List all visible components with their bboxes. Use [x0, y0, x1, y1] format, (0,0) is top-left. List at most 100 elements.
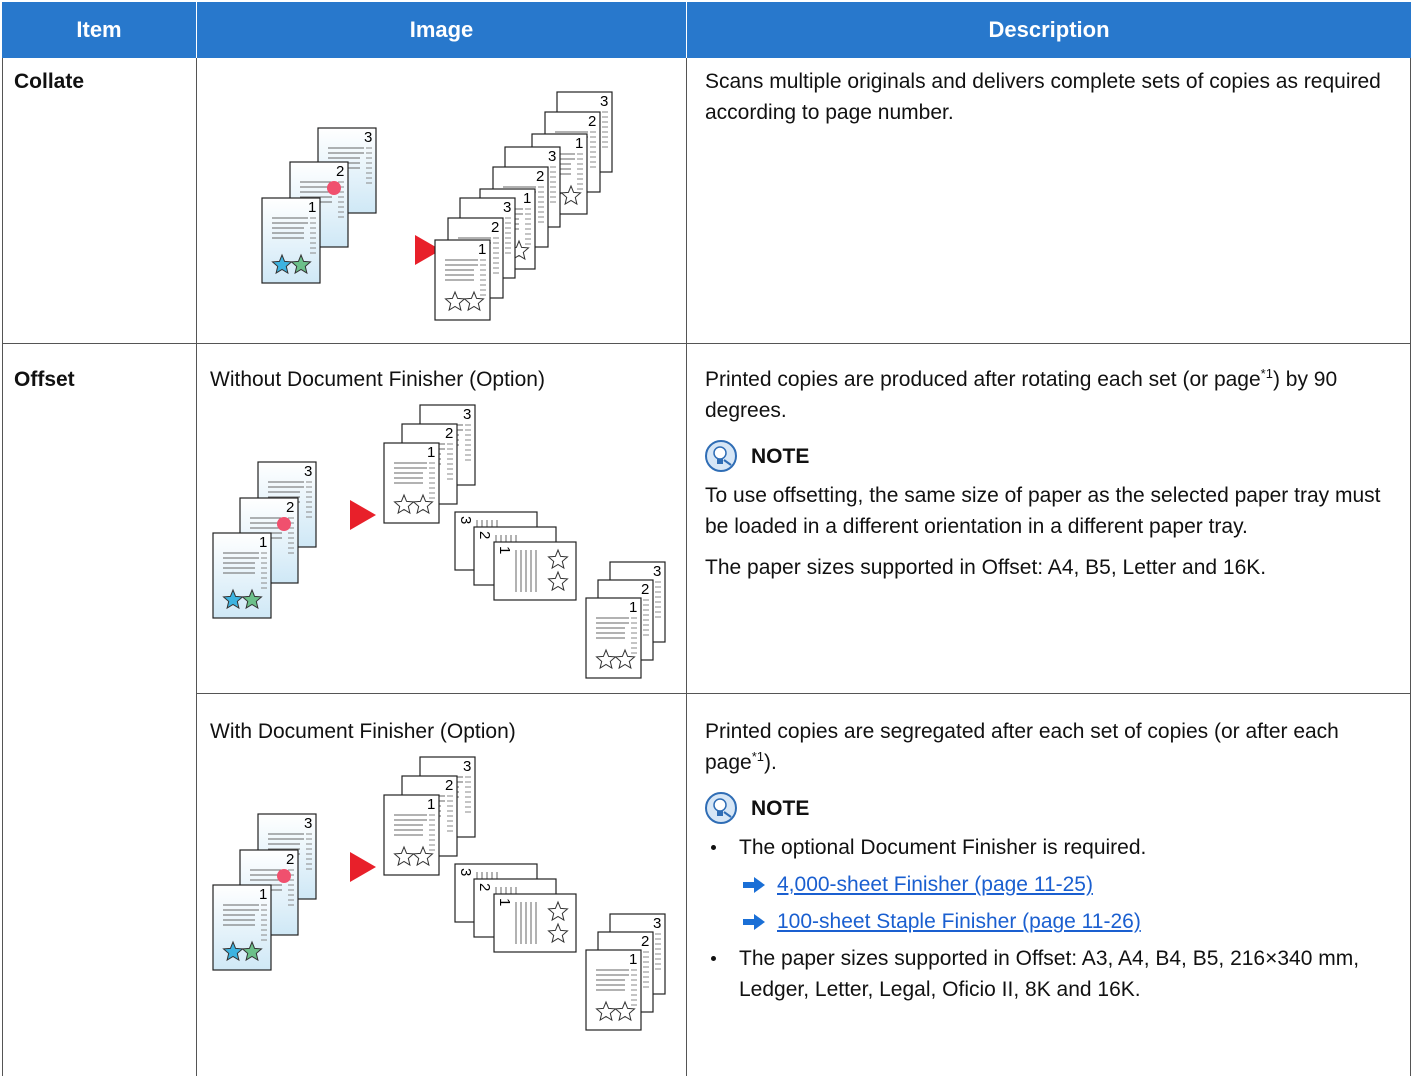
- page-number: 1: [478, 241, 486, 258]
- bullet: [711, 845, 716, 850]
- page-number: 2: [476, 883, 493, 891]
- page-number: 1: [629, 599, 637, 616]
- star: [595, 648, 617, 670]
- arrow: [415, 235, 441, 265]
- border: [2, 343, 1411, 344]
- item-label: Collate: [14, 70, 85, 93]
- bullet-item: The paper sizes supported in Offset: A3,…: [705, 943, 1395, 1005]
- link[interactable]: 100-sheet Staple Finisher (page 11-26): [777, 910, 1141, 933]
- page: [257, 813, 317, 900]
- note-label: NOTE: [751, 796, 810, 820]
- star: [222, 588, 244, 610]
- page: [383, 442, 440, 524]
- star: [614, 1000, 636, 1022]
- star: [547, 570, 569, 592]
- border: [2, 58, 3, 1076]
- page-number: 3: [463, 758, 471, 775]
- link-arrow: [743, 913, 765, 930]
- page: [531, 133, 588, 215]
- page: [261, 197, 321, 284]
- page-number: 2: [641, 581, 649, 598]
- arrow: [350, 500, 376, 530]
- page-number: 1: [259, 886, 267, 903]
- page-number: 2: [336, 163, 344, 180]
- star: [412, 845, 434, 867]
- page: [419, 756, 476, 838]
- star: [444, 290, 466, 312]
- page: [419, 404, 476, 486]
- paragraph: Scans multiple originals and delivers co…: [705, 70, 1381, 124]
- page-number: 2: [536, 168, 544, 185]
- page: [504, 146, 561, 228]
- caption: Without Document Finisher (Option): [210, 368, 545, 391]
- bullet: [711, 956, 716, 961]
- description: Scans multiple originals and delivers co…: [705, 66, 1395, 138]
- star: [241, 588, 263, 610]
- page: [493, 541, 577, 601]
- star: [412, 493, 434, 515]
- text: ).: [764, 751, 777, 774]
- note-icon: [705, 792, 737, 824]
- page-number: 1: [629, 951, 637, 968]
- link[interactable]: 4,000-sheet Finisher (page 11-25): [777, 873, 1093, 896]
- star: [595, 1000, 617, 1022]
- star: [393, 845, 415, 867]
- page-number: 1: [523, 190, 531, 207]
- page: [609, 561, 666, 643]
- page-number: 3: [653, 563, 661, 580]
- header-text: Item: [76, 17, 122, 42]
- star: [290, 253, 312, 275]
- item-label: Offset: [14, 368, 75, 391]
- paragraph: Printed copies are segregated after each…: [705, 716, 1395, 778]
- star: [393, 493, 415, 515]
- description: Printed copies are segregated after each…: [705, 716, 1395, 1011]
- border: [196, 58, 197, 1076]
- star: [271, 253, 293, 275]
- text: Printed copies are produced after rotati…: [705, 368, 1261, 391]
- page-number: 3: [600, 93, 608, 110]
- link-row: 100-sheet Staple Finisher (page 11-26): [743, 906, 1395, 937]
- paragraph: Printed copies are produced after rotati…: [705, 364, 1395, 426]
- page-number: 2: [445, 777, 453, 794]
- page: [609, 913, 666, 995]
- link-row: 4,000-sheet Finisher (page 11-25): [743, 869, 1395, 900]
- header-cell: Image: [197, 2, 686, 58]
- page-number: 3: [548, 148, 556, 165]
- page: [239, 497, 299, 584]
- mark-dot: [327, 181, 341, 195]
- page: [585, 597, 642, 679]
- page-number: 3: [304, 815, 312, 832]
- star: [489, 239, 511, 261]
- page: [401, 423, 458, 505]
- border: [1410, 58, 1411, 1076]
- page: [479, 188, 536, 270]
- text: Printed copies are segregated after each…: [705, 720, 1339, 774]
- page: [597, 931, 654, 1013]
- note-heading: NOTE: [705, 440, 1395, 472]
- page: [459, 197, 516, 279]
- text: The paper sizes supported in Offset: A3,…: [739, 947, 1360, 1001]
- page: [493, 893, 577, 953]
- footnote-ref: *1: [1260, 366, 1273, 381]
- star: [508, 239, 530, 261]
- page-number: 1: [575, 135, 583, 152]
- page-number: 1: [496, 898, 513, 906]
- note-icon: [705, 440, 737, 472]
- star: [547, 922, 569, 944]
- page: [454, 863, 538, 923]
- page-number: 1: [308, 199, 316, 216]
- mark-dot: [277, 517, 291, 531]
- page: [239, 849, 299, 936]
- page-number: 2: [491, 219, 499, 236]
- page-number: 2: [641, 933, 649, 950]
- caption: With Document Finisher (Option): [210, 720, 516, 743]
- page-number: 2: [476, 531, 493, 539]
- page-number: 3: [457, 868, 474, 876]
- page-number: 3: [304, 463, 312, 480]
- page: [317, 127, 377, 214]
- page: [556, 91, 613, 173]
- header-text: Description: [988, 17, 1110, 42]
- paragraph: The paper sizes supported in Offset: A4,…: [705, 556, 1267, 579]
